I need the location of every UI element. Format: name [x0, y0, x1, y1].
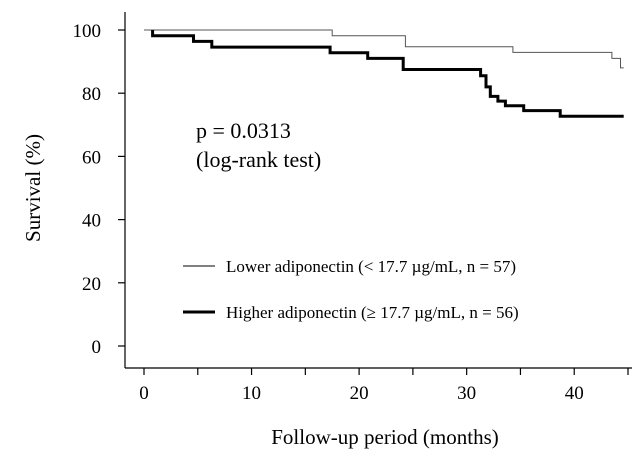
- x-tick-label: 0: [139, 383, 149, 404]
- y-axis-title: Survival (%): [21, 134, 45, 242]
- x-tick-label: 10: [242, 383, 261, 404]
- axes: 0 20 40 60 80 100 0 10 20 30 40: [73, 12, 632, 404]
- y-tick-label: 0: [92, 337, 102, 358]
- test-name-annotation: (log-rank test): [196, 147, 321, 172]
- y-tick-label: 100: [73, 21, 102, 42]
- legend-label-lower: Lower adiponectin (< 17.7 µg/mL, n = 57): [226, 257, 516, 276]
- x-tick-label: 40: [565, 383, 584, 404]
- y-tick-label: 60: [82, 147, 101, 168]
- x-axis-title: Follow-up period (months): [271, 425, 498, 449]
- legend: Lower adiponectin (< 17.7 µg/mL, n = 57)…: [183, 257, 519, 322]
- annotations: p = 0.0313 (log-rank test): [196, 118, 321, 172]
- y-tick-label: 40: [82, 211, 101, 232]
- series-line-higher-adiponectin: [151, 30, 624, 118]
- x-tick-label: 20: [350, 383, 369, 404]
- series-layer: [144, 29, 624, 118]
- y-tick-label: 20: [82, 274, 101, 295]
- p-value-annotation: p = 0.0313: [196, 118, 291, 143]
- legend-label-higher: Higher adiponectin (≥ 17.7 µg/mL, n = 56…: [226, 303, 519, 322]
- series-line-lower-adiponectin: [144, 29, 624, 69]
- x-tick-label: 30: [457, 383, 476, 404]
- y-tick-label: 80: [82, 84, 101, 105]
